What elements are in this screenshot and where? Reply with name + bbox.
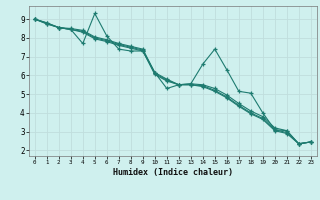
X-axis label: Humidex (Indice chaleur): Humidex (Indice chaleur)	[113, 168, 233, 177]
